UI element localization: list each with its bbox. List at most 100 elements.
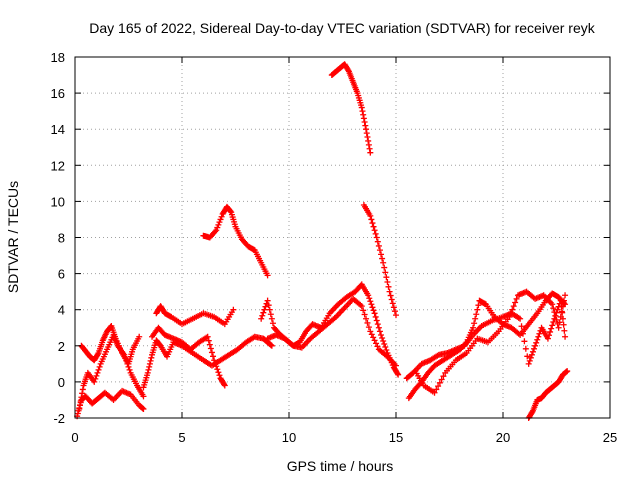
data-points bbox=[74, 61, 571, 421]
data-point bbox=[94, 351, 101, 358]
data-point bbox=[144, 369, 151, 376]
data-point bbox=[547, 328, 554, 335]
data-point bbox=[551, 309, 558, 316]
data-point bbox=[389, 300, 396, 307]
data-point bbox=[390, 304, 397, 311]
data-point bbox=[259, 312, 266, 319]
grid-lines bbox=[75, 57, 610, 418]
data-point bbox=[436, 379, 443, 386]
data-point bbox=[214, 366, 221, 373]
data-point bbox=[554, 306, 561, 313]
y-tick-label: 4 bbox=[58, 303, 65, 318]
data-point bbox=[380, 259, 387, 266]
data-point bbox=[371, 337, 378, 344]
x-tick-label: 20 bbox=[496, 430, 510, 445]
data-point bbox=[208, 349, 215, 356]
y-tick-label: 12 bbox=[51, 158, 65, 173]
data-point bbox=[363, 315, 370, 322]
data-point bbox=[212, 228, 219, 235]
series-track-h bbox=[258, 281, 402, 378]
data-point bbox=[261, 306, 268, 313]
data-point bbox=[556, 300, 563, 307]
data-point bbox=[211, 357, 218, 364]
data-point bbox=[386, 288, 393, 295]
data-point bbox=[360, 111, 367, 118]
data-point bbox=[525, 360, 532, 367]
data-point bbox=[367, 149, 374, 156]
data-point bbox=[395, 371, 402, 378]
data-point bbox=[147, 357, 154, 364]
data-point bbox=[148, 354, 155, 361]
data-point bbox=[379, 255, 386, 262]
data-point bbox=[393, 362, 399, 369]
data-point bbox=[266, 306, 273, 313]
data-point bbox=[471, 320, 478, 327]
data-point bbox=[383, 274, 390, 281]
data-point bbox=[361, 311, 368, 318]
data-point bbox=[544, 335, 551, 342]
data-point bbox=[365, 137, 372, 144]
data-point bbox=[365, 292, 372, 299]
data-point bbox=[361, 118, 368, 125]
y-tick-label: 2 bbox=[58, 339, 65, 354]
data-point bbox=[264, 297, 271, 304]
data-point bbox=[214, 224, 221, 231]
data-point bbox=[206, 341, 213, 348]
data-point bbox=[472, 315, 479, 322]
series-track-g bbox=[200, 203, 271, 279]
data-point bbox=[92, 375, 99, 382]
data-point bbox=[373, 317, 380, 324]
data-point bbox=[368, 331, 375, 338]
data-point bbox=[560, 297, 567, 304]
data-point bbox=[517, 315, 524, 322]
x-tick-label: 25 bbox=[603, 430, 617, 445]
y-axis-label: SDTVAR / TECUs bbox=[5, 181, 21, 293]
data-point bbox=[382, 344, 389, 351]
data-point bbox=[384, 279, 391, 286]
data-point bbox=[393, 312, 399, 319]
data-point bbox=[366, 295, 373, 302]
data-point bbox=[216, 219, 223, 226]
data-point bbox=[367, 212, 374, 219]
data-point bbox=[521, 338, 528, 345]
data-point bbox=[265, 302, 272, 309]
data-point bbox=[258, 315, 265, 322]
data-point bbox=[376, 247, 383, 254]
data-point bbox=[76, 405, 83, 412]
y-tick-label: 8 bbox=[58, 231, 65, 246]
series-track-n bbox=[412, 288, 569, 396]
data-point bbox=[205, 337, 212, 344]
data-point bbox=[550, 305, 557, 312]
data-point bbox=[227, 208, 234, 215]
data-point bbox=[96, 363, 103, 370]
data-point bbox=[371, 310, 378, 317]
data-point bbox=[74, 410, 81, 417]
data-point bbox=[369, 220, 376, 227]
data-point bbox=[364, 134, 371, 141]
data-point bbox=[363, 126, 370, 133]
series-track-a bbox=[74, 387, 147, 420]
data-point bbox=[534, 336, 541, 343]
data-point bbox=[549, 301, 556, 308]
data-point bbox=[470, 324, 477, 331]
data-point bbox=[93, 372, 100, 379]
series-track-o bbox=[525, 368, 571, 421]
data-point bbox=[529, 408, 536, 415]
data-point bbox=[513, 295, 520, 302]
data-point bbox=[360, 115, 367, 122]
data-point bbox=[213, 363, 220, 370]
data-point bbox=[433, 386, 440, 393]
data-point bbox=[557, 313, 564, 320]
data-point bbox=[506, 313, 513, 320]
data-point bbox=[532, 342, 539, 349]
y-tick-label: 14 bbox=[51, 122, 65, 137]
data-point bbox=[376, 328, 383, 335]
data-point bbox=[373, 340, 380, 347]
data-point bbox=[370, 334, 377, 341]
data-point bbox=[262, 303, 269, 310]
data-point bbox=[371, 227, 378, 234]
data-point bbox=[379, 334, 386, 341]
data-point bbox=[374, 343, 381, 350]
data-point bbox=[509, 306, 516, 313]
